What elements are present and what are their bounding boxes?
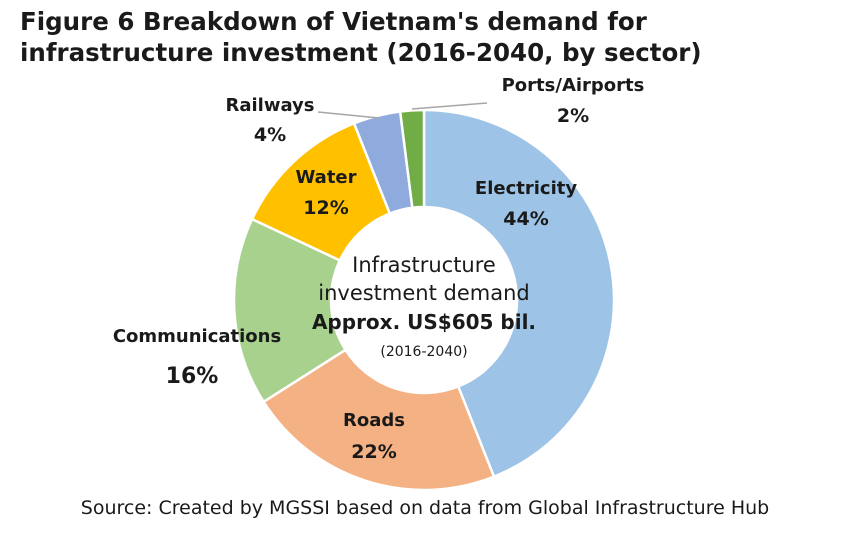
slice-name-roads: Roads: [343, 410, 405, 431]
slice-name-railways: Railways: [225, 95, 314, 116]
slice-value-railways: 4%: [254, 124, 286, 146]
title-line-2: infrastructure investment (2016-2040, by…: [20, 38, 702, 67]
slice-communications: [232, 217, 348, 404]
donut-slices: [232, 108, 616, 492]
slice-electricity: [422, 108, 616, 479]
slice-value-electricity: 44%: [503, 208, 548, 230]
slice-value-water: 12%: [303, 197, 348, 219]
source-note: Source: Created by MGSSI based on data f…: [80, 497, 770, 519]
title-line-1: Figure 6 Breakdown of Vietnam's demand f…: [20, 7, 647, 36]
slice-value-ports-airports: 2%: [557, 105, 589, 127]
slice-ports-airports: [398, 108, 426, 210]
center-label-amount: Approx. US$605 bil.: [312, 310, 536, 334]
slice-name-electricity: Electricity: [475, 178, 577, 199]
slice-name-communications: Communications: [113, 326, 281, 347]
slice-roads: [261, 348, 496, 492]
leader-lines: [317, 102, 488, 119]
slice-name-ports-airports: Ports/Airports: [502, 75, 645, 96]
slice-labels: Electricity 44% Roads 22% Communications 16% W…: [113, 75, 645, 463]
leader-line-railways: [317, 111, 380, 119]
center-label: Infrastructure investment demand Approx.…: [312, 253, 536, 360]
center-label-period: (2016-2040): [380, 344, 467, 360]
slice-name-water: Water: [295, 167, 356, 188]
leader-line-ports-airports: [411, 102, 488, 110]
chart-title: Figure 6 Breakdown of Vietnam's demand f…: [20, 6, 830, 68]
slice-value-roads: 22%: [351, 441, 396, 463]
center-label-line-2: investment demand: [318, 281, 529, 305]
center-label-line-1: Infrastructure: [352, 253, 496, 277]
slice-value-communications: 16%: [166, 364, 219, 389]
